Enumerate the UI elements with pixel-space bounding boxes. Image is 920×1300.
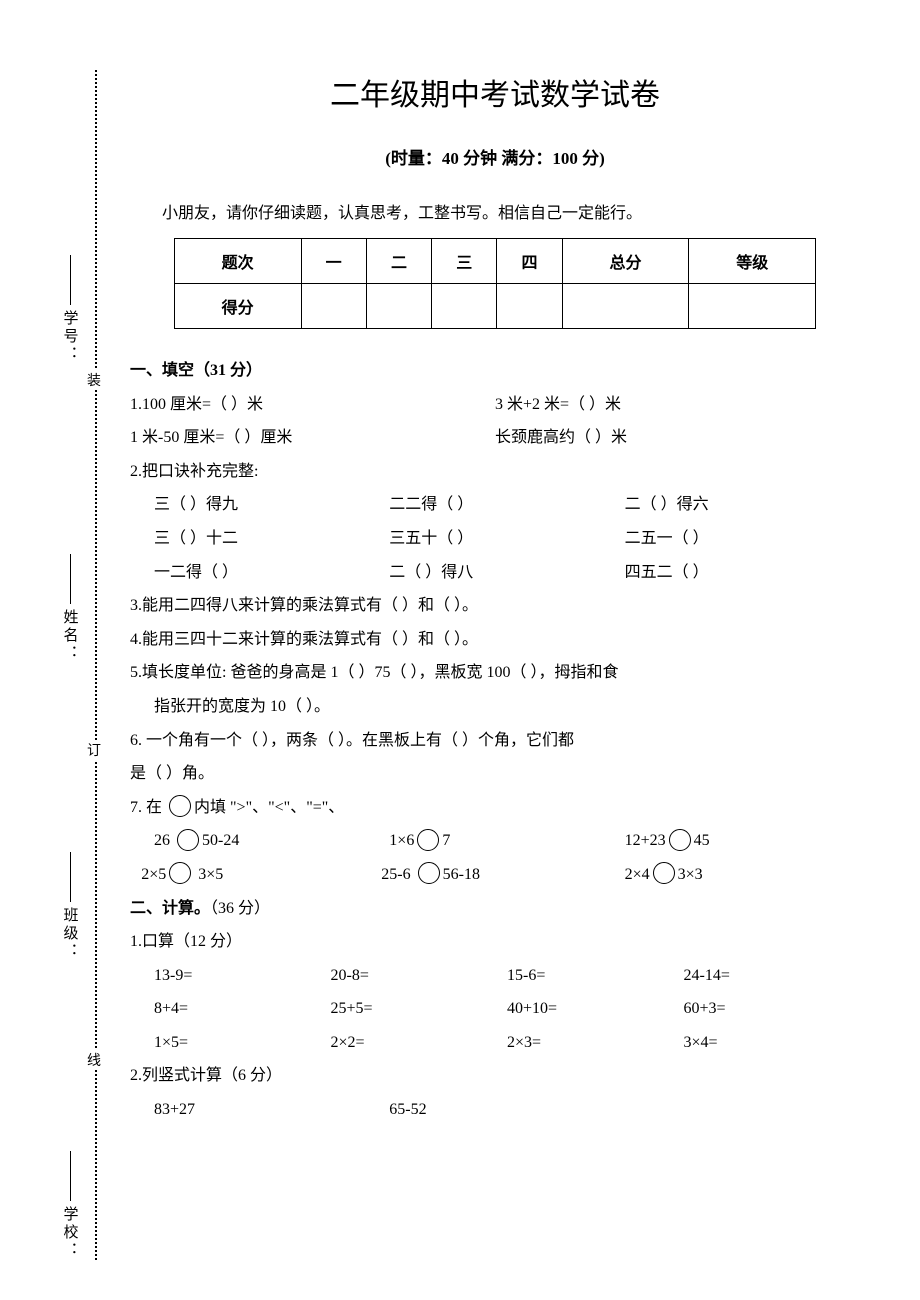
q1-1: 1.100 厘米=（ ）米	[130, 396, 263, 413]
circle-icon[interactable]	[653, 862, 675, 884]
side-labels-column: 学号： 姓名： 班级： 学校：	[50, 250, 90, 1260]
q1-3: 1 米-50 厘米=（ ）厘米	[130, 429, 292, 446]
calc-cell: 1×5=	[154, 1034, 188, 1051]
th-grade: 等级	[689, 239, 816, 284]
th-total: 总分	[562, 239, 689, 284]
q2d: 三（ ）十二	[154, 530, 238, 547]
calc-cell: 15-6=	[507, 967, 545, 984]
calc-cell: 40+10=	[507, 1000, 557, 1017]
circle-icon	[169, 795, 191, 817]
q7d1: 2×5	[141, 866, 166, 883]
q3: 3.能用二四得八来计算的乘法算式有（ ）和（ ）。	[130, 589, 860, 623]
binding-dotted-line	[95, 70, 97, 1260]
calc-cell: 3×4=	[684, 1034, 718, 1051]
score-table: 题次 一 二 三 四 总分 等级 得分	[174, 238, 816, 329]
calc-cell: 2×3=	[507, 1034, 541, 1051]
q2e: 三五十（ ）	[389, 530, 473, 547]
q5: 5.填长度单位: 爸爸的身高是 1（ ）75（ ），黑板宽 100（ ），拇指和…	[130, 656, 860, 690]
circle-icon[interactable]	[418, 862, 440, 884]
circle-icon[interactable]	[417, 829, 439, 851]
q7a2: 50-24	[202, 832, 239, 849]
label-name: 姓名：	[60, 609, 81, 663]
s2q1: 1.口算（12 分）	[130, 925, 860, 959]
score-cell[interactable]	[432, 284, 497, 329]
th-1: 一	[301, 239, 366, 284]
th-label: 题次	[174, 239, 301, 284]
s2q2: 2.列竖式计算（6 分）	[130, 1059, 860, 1093]
q1-4: 长颈鹿高约（ ）米	[495, 429, 627, 446]
q7b1: 1×6	[389, 832, 414, 849]
calc-cell: 60+3=	[684, 1000, 726, 1017]
intro-text: 小朋友，请你仔细读题，认真思考，工整书写。相信自己一定能行。	[130, 199, 860, 223]
score-cell[interactable]	[301, 284, 366, 329]
exam-subtitle: (时量：40 分钟 满分：100 分)	[130, 144, 860, 169]
q7e1: 25-6	[381, 866, 410, 883]
score-cell[interactable]	[366, 284, 431, 329]
table-row: 得分	[174, 284, 815, 329]
q2c: 二（ ）得六	[625, 496, 709, 513]
q2a: 三（ ）得九	[154, 496, 238, 513]
calc-cell: 20-8=	[331, 967, 369, 984]
calc-cell: 13-9=	[154, 967, 192, 984]
score-cell[interactable]	[497, 284, 562, 329]
calc-cell: 2×2=	[331, 1034, 365, 1051]
q4: 4.能用三四十二来计算的乘法算式有（ ）和（ ）。	[130, 623, 860, 657]
exam-title: 二年级期中考试数学试卷	[130, 70, 860, 114]
calc-cell: 8+4=	[154, 1000, 188, 1017]
s2q2b: 65-52	[389, 1101, 426, 1118]
calc-cell: 24-14=	[684, 967, 730, 984]
q2f: 二五一（ ）	[625, 530, 709, 547]
q7-title: 7. 在 内填 ">"、"<"、"="、	[130, 791, 860, 825]
circle-icon[interactable]	[177, 829, 199, 851]
calc-cell: 25+5=	[331, 1000, 373, 1017]
q6: 6. 一个角有一个（ ），两条（ ）。在黑板上有（ ）个角，它们都	[130, 724, 860, 758]
row-label-score: 得分	[174, 284, 301, 329]
q7c1: 12+23	[625, 832, 666, 849]
q7c2: 45	[694, 832, 710, 849]
table-row: 题次 一 二 三 四 总分 等级	[174, 239, 815, 284]
q7f1: 2×4	[625, 866, 650, 883]
q7d2: 3×5	[198, 866, 223, 883]
q2h: 二（ ）得八	[389, 564, 473, 581]
label-school: 学校：	[60, 1206, 81, 1260]
q7e2: 56-18	[443, 866, 480, 883]
section2-title: 二、计算。（36 分）	[130, 892, 860, 926]
q2b: 二二得（ ）	[389, 496, 473, 513]
section1-title: 一、填空（31 分）	[130, 354, 860, 388]
content-area: 一、填空（31 分） 1.100 厘米=（ ）米 3 米+2 米=（ ）米 1 …	[130, 354, 860, 1127]
s2q2a: 83+27	[154, 1101, 195, 1118]
label-class: 班级：	[60, 907, 81, 961]
q2g: 一二得（ ）	[154, 564, 238, 581]
q7f2: 3×3	[678, 866, 703, 883]
q7a1: 26	[154, 832, 170, 849]
circle-icon[interactable]	[169, 862, 191, 884]
th-4: 四	[497, 239, 562, 284]
th-2: 二	[366, 239, 431, 284]
th-3: 三	[432, 239, 497, 284]
score-cell[interactable]	[689, 284, 816, 329]
label-student-id: 学号：	[60, 310, 81, 364]
q5b: 指张开的宽度为 10（ ）。	[130, 690, 860, 724]
q7b2: 7	[442, 832, 450, 849]
score-cell[interactable]	[562, 284, 689, 329]
q6b: 是（ ）角。	[130, 757, 860, 791]
q2i: 四五二（ ）	[625, 564, 709, 581]
q1-2: 3 米+2 米=（ ）米	[495, 396, 621, 413]
circle-icon[interactable]	[669, 829, 691, 851]
q2-title: 2.把口诀补充完整:	[130, 455, 860, 489]
